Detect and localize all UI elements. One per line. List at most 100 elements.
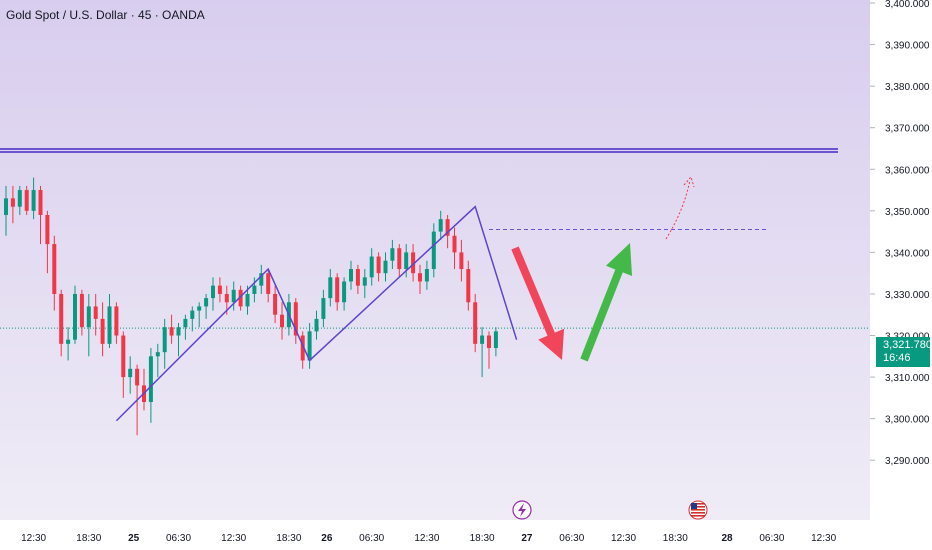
zigzag-pattern-line (115, 205, 518, 422)
y-tick-label: 3,400.000 (885, 0, 930, 10)
y-tick-label: 3,350.000 (885, 207, 930, 218)
current-price-value: 3,321.780 (883, 339, 932, 351)
y-tick-label: 3,340.000 (885, 248, 930, 259)
candle-body (321, 298, 326, 319)
candle-body (224, 293, 229, 303)
candle-body (252, 285, 257, 294)
us-flag-event-icon[interactable] (688, 500, 708, 520)
candle-body (155, 352, 160, 357)
candle-body (4, 198, 8, 215)
candle-body (135, 368, 140, 386)
candle-body (66, 339, 71, 344)
time-axis-background (0, 520, 870, 550)
lightning-event-icon[interactable] (512, 500, 532, 520)
candle-body (362, 277, 367, 286)
y-tick-label: 3,380.000 (885, 82, 930, 93)
candle-body (266, 273, 271, 294)
candle-body (148, 356, 153, 403)
candle-body (52, 244, 57, 294)
candle-body (107, 306, 112, 344)
candle-body (162, 327, 167, 353)
candle-body (424, 269, 429, 282)
y-tick-label: 3,310.000 (885, 373, 930, 384)
x-tick-label: 18:30 (76, 533, 101, 544)
x-tick-label: 26 (321, 533, 333, 544)
candle-body (480, 335, 485, 344)
candle-body (314, 318, 319, 332)
candle-body (431, 231, 436, 270)
x-tick-label: 27 (521, 533, 533, 544)
candle-body (335, 277, 340, 303)
y-tick-label: 3,290.000 (885, 456, 930, 467)
candle-body (217, 285, 222, 294)
candle-body (418, 273, 422, 282)
x-tick-label: 18:30 (663, 533, 688, 544)
bar-countdown: 16:46 (883, 352, 911, 364)
price-axis-background (870, 0, 932, 550)
candle-body (59, 293, 64, 344)
candle-body (238, 289, 243, 307)
y-tick-label: 3,330.000 (885, 290, 930, 301)
x-tick-label: 06:30 (359, 533, 384, 544)
candle-body (342, 281, 347, 303)
candle-body (466, 269, 471, 303)
candle-body (100, 318, 105, 344)
candle-body (273, 293, 278, 315)
candle-body (176, 327, 181, 336)
candle-body (93, 306, 98, 319)
candle-body (169, 327, 174, 336)
x-tick-label: 25 (128, 533, 140, 544)
candle-body (459, 252, 464, 270)
x-tick-label: 06:30 (759, 533, 784, 544)
candle-body (190, 310, 195, 319)
candle-body (307, 331, 312, 361)
bearish-arrow-icon (511, 246, 565, 360)
candle-body (376, 256, 381, 274)
x-tick-label: 18:30 (470, 533, 495, 544)
candle-body (369, 256, 374, 278)
candle-body (17, 190, 22, 207)
candle-body (197, 306, 202, 311)
candle-body (383, 260, 388, 274)
x-tick-label: 18:30 (276, 533, 301, 544)
candle-body (452, 235, 457, 253)
candle-body (411, 252, 416, 274)
candle-body (293, 302, 298, 336)
candle-body (390, 248, 395, 261)
x-tick-label: 12:30 (221, 533, 246, 544)
candle-body (328, 277, 333, 299)
candle-body (245, 293, 250, 307)
x-tick-label: 12:30 (611, 533, 636, 544)
candle-body (300, 335, 305, 361)
x-tick-label: 12:30 (21, 533, 46, 544)
x-tick-label: 06:30 (166, 533, 191, 544)
x-tick-label: 06:30 (559, 533, 584, 544)
y-tick-label: 3,390.000 (885, 41, 930, 52)
candle-body (493, 331, 498, 348)
candle-body (349, 269, 353, 282)
x-tick-label: 12:30 (811, 533, 836, 544)
candle-body (73, 293, 77, 340)
candle-body (114, 306, 119, 336)
candle-body (404, 252, 409, 270)
projection-path-line (665, 179, 691, 240)
candle-body (445, 219, 450, 236)
y-tick-label: 3,370.000 (885, 124, 930, 135)
bullish-arrow-icon (580, 243, 633, 362)
candle-body (204, 298, 209, 307)
candle-body (128, 368, 133, 378)
candle-body (121, 335, 126, 378)
chart-title: Gold Spot / U.S. Dollar · 45 · OANDA (6, 8, 205, 22)
x-tick-label: 12:30 (414, 533, 439, 544)
candle-body (10, 198, 15, 207)
candle-body (280, 314, 284, 328)
candle-body (38, 190, 43, 215)
candle-body (487, 335, 491, 348)
candle-body (473, 302, 478, 344)
y-tick-label: 3,360.000 (885, 165, 930, 176)
candle-body (438, 219, 443, 232)
candle-body (259, 273, 264, 286)
candle-body (86, 306, 91, 328)
